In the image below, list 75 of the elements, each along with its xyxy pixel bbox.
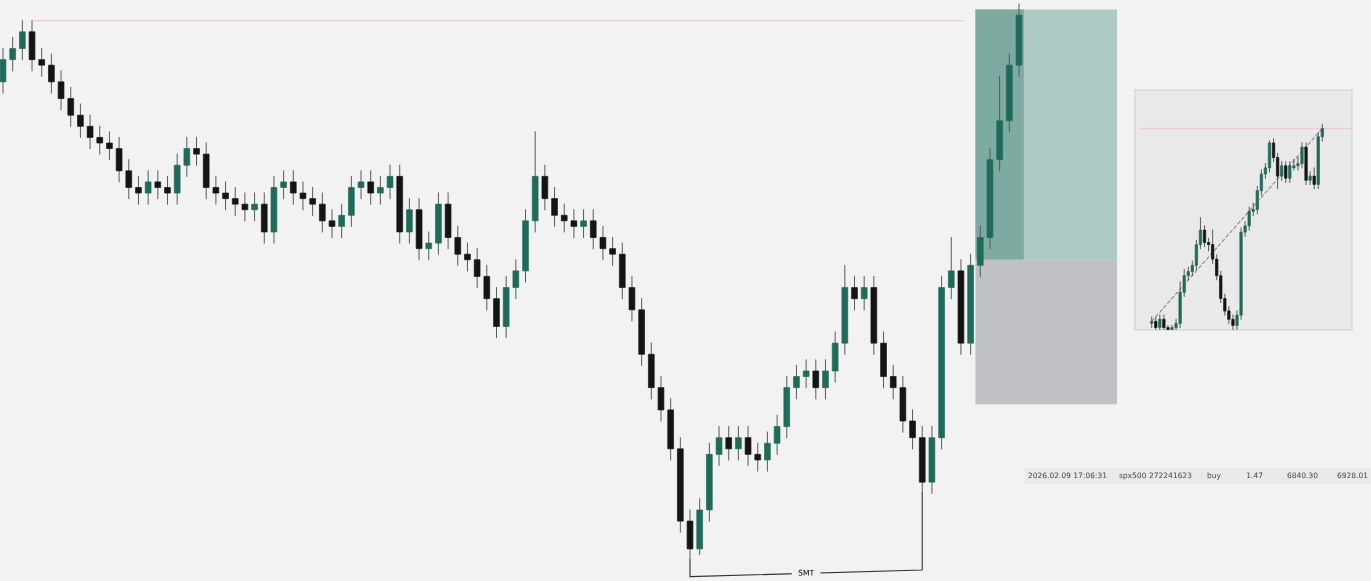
candlestick <box>560 203 568 233</box>
candlestick <box>67 86 74 127</box>
candlestick <box>1300 142 1304 169</box>
candlestick <box>125 159 133 200</box>
candlestick <box>183 136 191 177</box>
candlestick <box>948 237 955 300</box>
candlestick <box>222 181 229 211</box>
candlestick <box>1202 225 1207 248</box>
candlestick <box>1308 171 1312 185</box>
candlestick <box>144 170 152 205</box>
candlestick <box>1312 167 1316 190</box>
candlestick <box>290 170 297 205</box>
candlestick <box>464 242 471 272</box>
candlestick <box>628 275 636 322</box>
candlestick <box>754 442 761 472</box>
candlestick <box>328 209 336 239</box>
candlestick <box>793 364 800 400</box>
candlestick <box>744 426 752 466</box>
candlestick <box>473 248 481 289</box>
candlestick <box>338 203 345 239</box>
candlestick <box>251 192 258 222</box>
candlestick <box>609 237 616 266</box>
candlestick <box>193 136 200 166</box>
candlestick <box>860 275 868 311</box>
candlestick <box>154 170 162 200</box>
candlestick <box>135 175 142 205</box>
candlestick <box>357 170 365 200</box>
candlestick <box>38 47 45 77</box>
candlestick <box>319 192 326 233</box>
candlestick <box>454 225 462 266</box>
candlestick <box>406 198 413 244</box>
candlestick <box>483 264 491 311</box>
candlestick <box>48 53 55 94</box>
candlestick <box>19 20 26 61</box>
candlestick <box>9 36 16 72</box>
candlestick <box>599 225 607 261</box>
candlestick <box>106 131 113 161</box>
candlestick <box>773 414 781 455</box>
candlestick <box>280 170 287 200</box>
candlestick <box>551 186 558 227</box>
candlestick <box>541 164 549 211</box>
candlestick <box>77 103 84 138</box>
candlestick <box>589 209 597 250</box>
candlestick <box>386 164 394 200</box>
candlestick <box>889 364 897 400</box>
candlestick <box>164 175 171 205</box>
candlestick <box>309 186 316 216</box>
candlestick <box>715 426 723 466</box>
candlestick <box>812 359 820 400</box>
candlestick <box>725 426 732 461</box>
candlestick <box>212 175 220 205</box>
candlestick <box>580 209 587 239</box>
candlestick <box>657 376 665 422</box>
candlestick <box>802 359 810 389</box>
candlestick <box>570 209 578 239</box>
candlestick <box>86 114 94 150</box>
candlestick <box>764 431 771 472</box>
candlestick <box>231 186 239 216</box>
candlestick <box>241 192 249 222</box>
candlestick <box>822 359 829 400</box>
candlestick <box>299 181 307 211</box>
candlestick <box>115 136 123 183</box>
candlestick <box>57 70 65 111</box>
candlestick <box>1284 161 1288 183</box>
candlestick <box>367 170 374 205</box>
candlestick <box>377 175 384 205</box>
candlestick <box>851 275 858 311</box>
candlestick <box>735 426 742 461</box>
candlestick <box>1280 161 1284 181</box>
candlestick <box>512 259 520 300</box>
candlestick <box>96 125 104 155</box>
candlestick <box>909 409 916 450</box>
candlestick <box>425 231 433 261</box>
candlestick <box>1288 161 1292 183</box>
candlestick <box>0 47 7 94</box>
